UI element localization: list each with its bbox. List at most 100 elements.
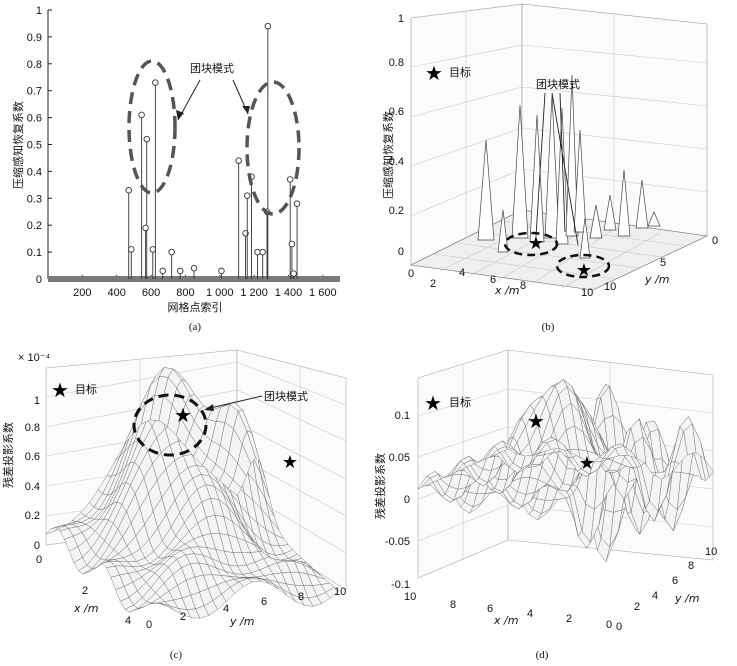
c-z-ticks: 0 0.2 0.4 0.6 0.8 1 [25,395,40,552]
a-caption: (a) [189,321,202,333]
mesh-cell [228,479,242,496]
c-legend: 目标 [75,382,97,396]
c-x-tick-2: 4 [125,615,131,627]
c-y-tick-5: 10 [334,586,346,598]
d-x-tick-0: 10 [404,591,416,603]
a-cluster-ellipse-left [127,59,177,195]
b-x-tick-2: 4 [459,267,465,279]
b-y-tick-0: 0 [712,235,718,247]
b-y-tick-2: 10 [604,281,616,293]
b-x-tick-0: 0 [408,268,414,280]
panel-c: ★ ★ 团块模式 ★ 目标 × 10⁻⁴ 0 0.2 0.4 0.6 0.8 1… [1,349,347,661]
d-y-tick-2: 4 [652,590,658,602]
a-stem-marker [259,248,266,256]
d-caption: (d) [536,649,549,661]
b-spikes [477,74,661,259]
panel-a: 0 0.1 0.2 0.3 0.4 0.5 0.6 0.7 0.8 0.9 1 200 400 600 8… [11,5,340,333]
panel-b: ★ ★ 团块模式 ★ 目标 0 0.2 0.4 0.6 0.8 1 0 2 4 … [381,3,718,333]
a-stem-marker [218,267,225,275]
d-z-tick-2: 0 [404,494,410,506]
a-y-tick-label: 1 [36,5,42,17]
a-cluster-ellipse-right [245,80,301,216]
a-ylabel: 压缩感知恢复系数 [11,101,25,189]
a-stem-marker [168,248,175,256]
b-x-tick-4: 8 [520,280,526,292]
c-z-tick-5: 1 [34,395,40,407]
b-y-ticks: 0 5 10 [604,235,718,293]
c-y-tick-2: 4 [223,603,229,615]
d-xlabel: x /m [493,614,518,627]
b-cluster-ellipse-1 [503,231,559,257]
a-xlabel: 网格点索引 [168,300,223,314]
d-x-tick-5: 0 [606,619,612,631]
d-z-tick-1: -0.05 [385,536,410,548]
a-x-tick-label: 1 200 [240,287,268,299]
a-stem-marker [288,240,296,248]
a-stem-marker [190,264,198,272]
a-stem-marker [286,176,294,183]
b-z-tick-3: 0.6 [389,106,404,118]
a-x-ticks: 200 400 600 800 1 000 1 200 1 400 1 600 [73,275,337,299]
b-caption: (b) [542,321,555,333]
a-stem-marker [149,246,157,253]
a-x-tick-label: 200 [73,287,91,299]
a-y-tick-label: 0.1 [27,247,42,259]
c-target-star-1: ★ [174,403,192,427]
b-x-tick-3: 6 [490,274,496,286]
d-y-tick-0: 0 [616,621,622,633]
b-z-tick-0: 0 [398,246,404,258]
b-x-ticks: 0 2 4 6 8 10 [408,267,593,299]
c-z-tick-2: 0.4 [25,481,40,493]
a-stems [125,22,301,279]
a-x-tick-label: 600 [142,287,160,299]
b-legend-star-icon: ★ [425,61,443,85]
c-cluster-ellipse [132,393,208,457]
a-y-tick-label: 0.8 [27,59,42,71]
c-target-star-2: ★ [282,452,298,473]
a-stem-marker [142,224,149,232]
d-ylabel: y /m [674,592,699,605]
c-xlabel: x /m [73,602,98,615]
d-x-tick-4: 2 [566,613,572,625]
d-z-tick-0: -0.1 [391,579,410,591]
b-annotation: 团块模式 [536,78,580,91]
a-stem-marker [159,267,166,275]
d-x-ticks: 10 8 6 4 2 0 [404,591,612,631]
a-stem-marker [290,270,297,277]
a-x-tick-label: 1 600 [309,287,337,299]
a-y-tick-label: 0 [36,274,42,286]
b-y-tick-1: 5 [660,257,666,269]
a-stem-marker [177,267,184,275]
a-stem-marker [293,200,301,207]
b-zlabel: 压缩感知恢复系数 [381,111,395,199]
b-cluster-ellipse-2 [555,253,611,279]
a-x-tick-label: 1 000 [206,287,234,299]
a-y-tick-label: 0.5 [27,140,42,152]
a-stem-marker [264,22,272,30]
d-y-tick-1: 2 [634,601,640,613]
b-z-tick-4: 0.8 [389,57,404,69]
c-y-ticks: 0 2 4 6 8 10 [146,586,346,631]
a-stem-marker [125,186,132,194]
c-z-tick-4: 0.8 [25,422,40,434]
c-scale-label: × 10⁻⁴ [18,352,51,364]
a-arrowhead-right [242,106,250,114]
a-stem-marker [235,157,242,164]
d-legend: 目标 [449,395,471,409]
d-x-tick-1: 8 [450,599,456,611]
b-legend: 目标 [449,65,471,79]
c-y-tick-1: 2 [180,611,186,623]
a-stem-marker [128,246,135,253]
a-stem-marker [138,111,145,119]
a-arrowhead-left [176,110,184,120]
b-z-tick-1: 0.2 [389,205,404,217]
b-z-tick-5: 1 [398,13,404,25]
c-arrowhead [204,404,214,411]
b-target-star-1: ★ [528,233,544,254]
a-y-tick-label: 0.2 [27,220,42,232]
d-target-star-1: ★ [527,409,545,433]
b-z-ticks: 0 0.2 0.4 0.6 0.8 1 [389,13,404,258]
c-ylabel: y /m [229,615,254,628]
a-y-tick-label: 0.6 [27,113,42,125]
d-target-star-2: ★ [579,453,595,474]
